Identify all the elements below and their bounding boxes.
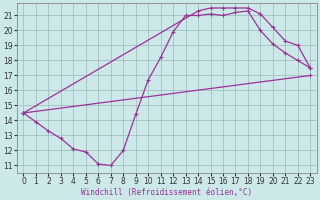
X-axis label: Windchill (Refroidissement éolien,°C): Windchill (Refroidissement éolien,°C)	[81, 188, 252, 197]
